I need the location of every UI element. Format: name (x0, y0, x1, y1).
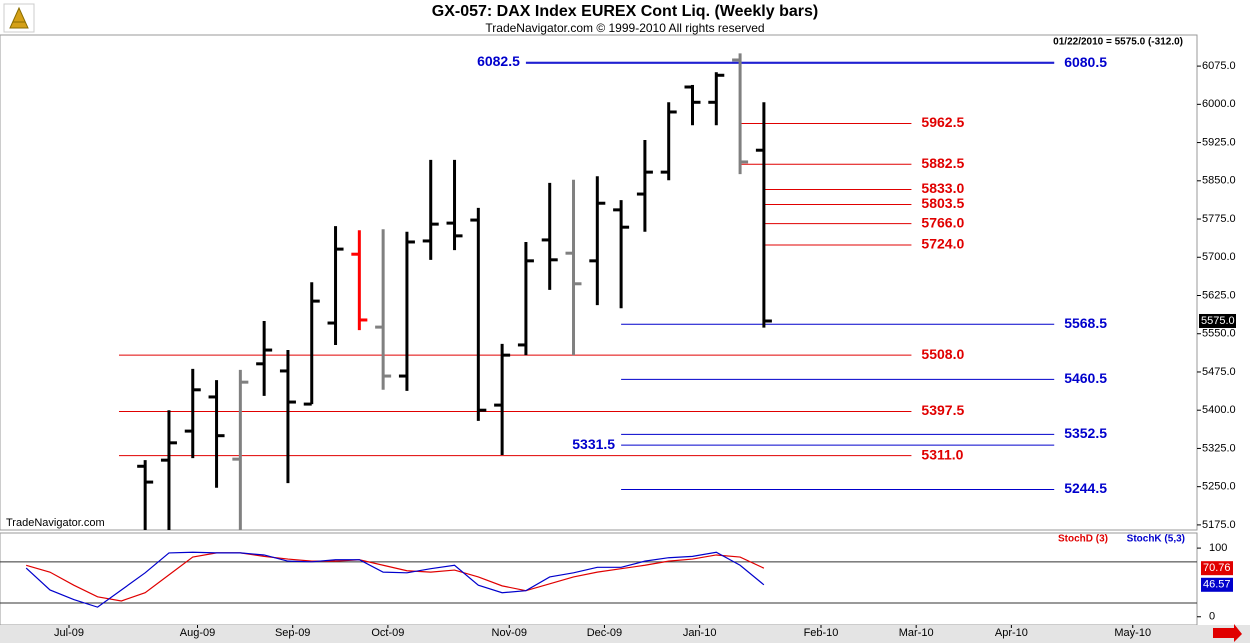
legend-entry: StochD (3) (1058, 534, 1108, 545)
level-label: 5352.5 (1064, 425, 1107, 441)
scroll-arrow[interactable] (1213, 624, 1242, 642)
level-label: 5331.5 (572, 436, 615, 452)
level-label: 5460.5 (1064, 370, 1107, 386)
level-label: 5724.0 (921, 236, 964, 252)
y-tick-label: 5925.0 (1202, 136, 1236, 148)
price-panel (0, 34, 1198, 531)
level-label: 5882.5 (921, 155, 964, 171)
axes: 5175.0 5250.0 5325.0 5400.0 5475.0 5550.0 5625… (54, 53, 1236, 639)
chart-subtitle: TradeNavigator.com © 1999-2010 All right… (485, 21, 764, 35)
x-tick-label: Jul-09 (54, 627, 84, 639)
y-tick-label: 100 (1209, 542, 1227, 554)
x-tick-label: Jan-10 (683, 627, 717, 639)
x-tick-label: Dec-09 (587, 627, 622, 639)
level-label: 5568.5 (1064, 315, 1107, 331)
stoch-plot (0, 551, 1197, 608)
x-tick-label: Mar-10 (899, 627, 934, 639)
y-tick-label: 0 (1209, 611, 1215, 623)
x-tick-label: Oct-09 (371, 627, 404, 639)
price-plot (118, 53, 1055, 530)
level-label: 5962.5 (921, 114, 964, 130)
level-label: 5311.0 (921, 446, 963, 462)
level-label: 5833.0 (921, 180, 964, 196)
y-tick-label: 5625.0 (1202, 289, 1236, 301)
y-tick-label: 6075.0 (1202, 60, 1236, 72)
last-value-box (1201, 561, 1233, 576)
x-axis-strip (0, 625, 1250, 643)
x-tick-label: Apr-10 (995, 627, 1028, 639)
x-tick-label: Feb-10 (804, 627, 839, 639)
y-tick-label: 5400.0 (1202, 404, 1236, 416)
y-tick-label: 5250.0 (1202, 481, 1236, 493)
last-close-label: 5575.0 (1201, 315, 1235, 327)
y-tick-label: 5700.0 (1202, 251, 1236, 263)
x-tick-label: Nov-09 (492, 627, 527, 639)
x-tick-label: Aug-09 (180, 627, 215, 639)
y-tick-label: 5775.0 (1202, 213, 1236, 225)
y-tick-label: 5850.0 (1202, 175, 1236, 187)
level-label: 5766.0 (921, 214, 964, 230)
x-tick-label: May-10 (1114, 627, 1151, 639)
y-tick-label: 5325.0 (1202, 442, 1236, 454)
last-value-label: 70.76 (1203, 562, 1231, 574)
watermark: TradeNavigator.com (6, 517, 105, 529)
logo (3, 3, 35, 33)
legend-entry: StochK (5,3) (1127, 534, 1185, 545)
y-tick-label: 6000.0 (1202, 98, 1236, 110)
y-tick-label: 5550.0 (1202, 328, 1236, 340)
level-label: 5803.5 (921, 195, 964, 211)
x-tick-label: Sep-09 (275, 627, 310, 639)
last-close-box (1199, 313, 1236, 328)
level-label: 5508.0 (921, 346, 964, 362)
level-label: 6080.5 (1064, 54, 1107, 70)
y-tick-label: 5175.0 (1202, 519, 1236, 531)
level-label: 6082.5 (477, 53, 520, 69)
level-label: 5244.5 (1064, 480, 1107, 496)
last-value-label: 46.57 (1203, 579, 1231, 591)
level-label: 5397.5 (921, 402, 964, 418)
last-value-box (1201, 577, 1233, 592)
y-tick-label: 5475.0 (1202, 366, 1236, 378)
stoch-line (25, 551, 765, 608)
chart-title: GX-057: DAX Index EUREX Cont Liq. (Weekl… (432, 3, 818, 20)
last-quote: 01/22/2010 = 5575.0 (-312.0) (1053, 37, 1183, 48)
stoch-line (26, 552, 765, 602)
